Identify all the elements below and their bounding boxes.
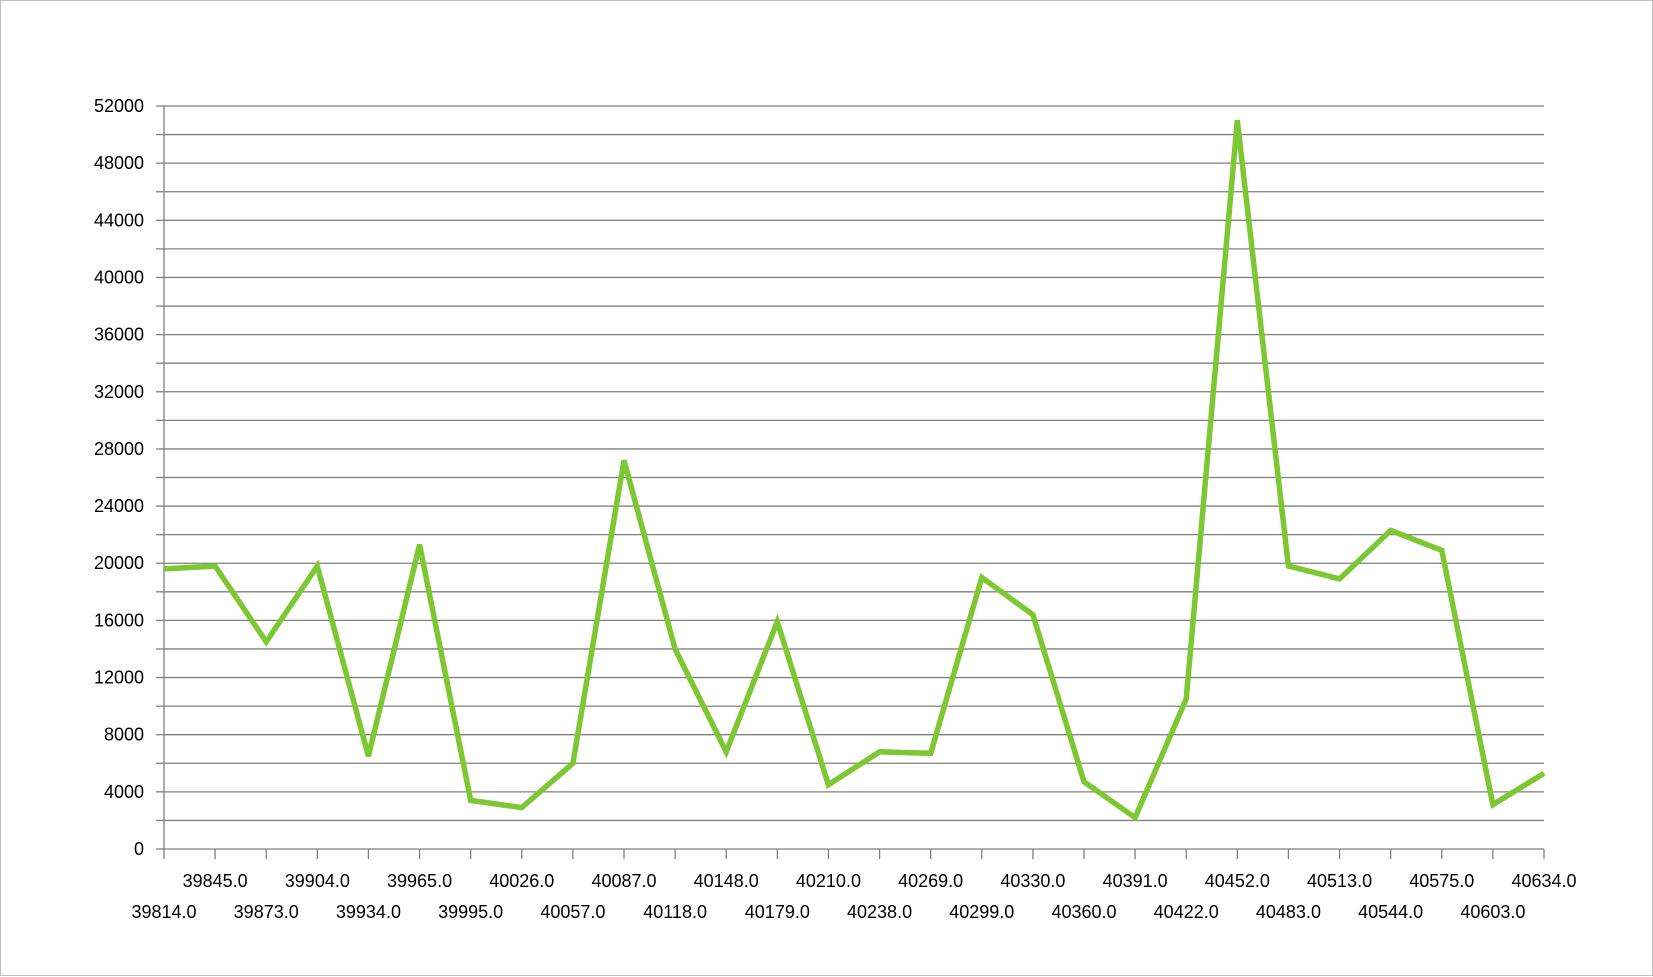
x-tick-label: 40513.0: [1307, 871, 1372, 891]
y-tick-label: 20000: [94, 553, 144, 573]
y-tick-label: 4000: [104, 782, 144, 802]
y-tick-label: 44000: [94, 210, 144, 230]
y-tick-label: 40000: [94, 267, 144, 287]
y-tick-label: 24000: [94, 496, 144, 516]
x-tick-label: 40210.0: [796, 871, 861, 891]
x-tick-label: 40452.0: [1205, 871, 1270, 891]
x-tick-label: 40422.0: [1154, 902, 1219, 922]
x-tick-label: 39904.0: [285, 871, 350, 891]
x-tick-label: 40057.0: [540, 902, 605, 922]
x-tick-label: 40179.0: [745, 902, 810, 922]
x-tick-label: 39965.0: [387, 871, 452, 891]
x-tick-label: 40087.0: [591, 871, 656, 891]
y-tick-label: 0: [134, 839, 144, 859]
x-tick-label: 40483.0: [1256, 902, 1321, 922]
y-tick-label: 48000: [94, 153, 144, 173]
y-tick-label: 36000: [94, 325, 144, 345]
y-tick-label: 32000: [94, 382, 144, 402]
x-tick-label: 40575.0: [1409, 871, 1474, 891]
x-tick-label: 40269.0: [898, 871, 963, 891]
x-tick-label: 39814.0: [131, 902, 196, 922]
x-tick-label: 39995.0: [438, 902, 503, 922]
x-tick-label: 40360.0: [1051, 902, 1116, 922]
x-tick-label: 39934.0: [336, 902, 401, 922]
y-tick-label: 8000: [104, 725, 144, 745]
x-tick-label: 40118.0: [643, 902, 707, 922]
x-tick-label: 40634.0: [1511, 871, 1576, 891]
x-tick-label: 39873.0: [234, 902, 299, 922]
x-tick-label: 40238.0: [847, 902, 912, 922]
x-tick-label: 40603.0: [1460, 902, 1525, 922]
y-tick-label: 16000: [94, 610, 144, 630]
x-tick-label: 40026.0: [489, 871, 554, 891]
y-tick-label: 12000: [94, 668, 144, 688]
series-line: [163, 119, 1546, 822]
y-tick-label: 28000: [94, 439, 144, 459]
x-tick-label: 40148.0: [694, 871, 759, 891]
x-tick-label: 39845.0: [183, 871, 248, 891]
x-tick-label: 40299.0: [949, 902, 1014, 922]
y-tick-label: 52000: [94, 96, 144, 116]
x-tick-label: 40391.0: [1103, 871, 1168, 891]
x-tick-label: 40330.0: [1000, 871, 1065, 891]
x-tick-label: 40544.0: [1358, 902, 1423, 922]
